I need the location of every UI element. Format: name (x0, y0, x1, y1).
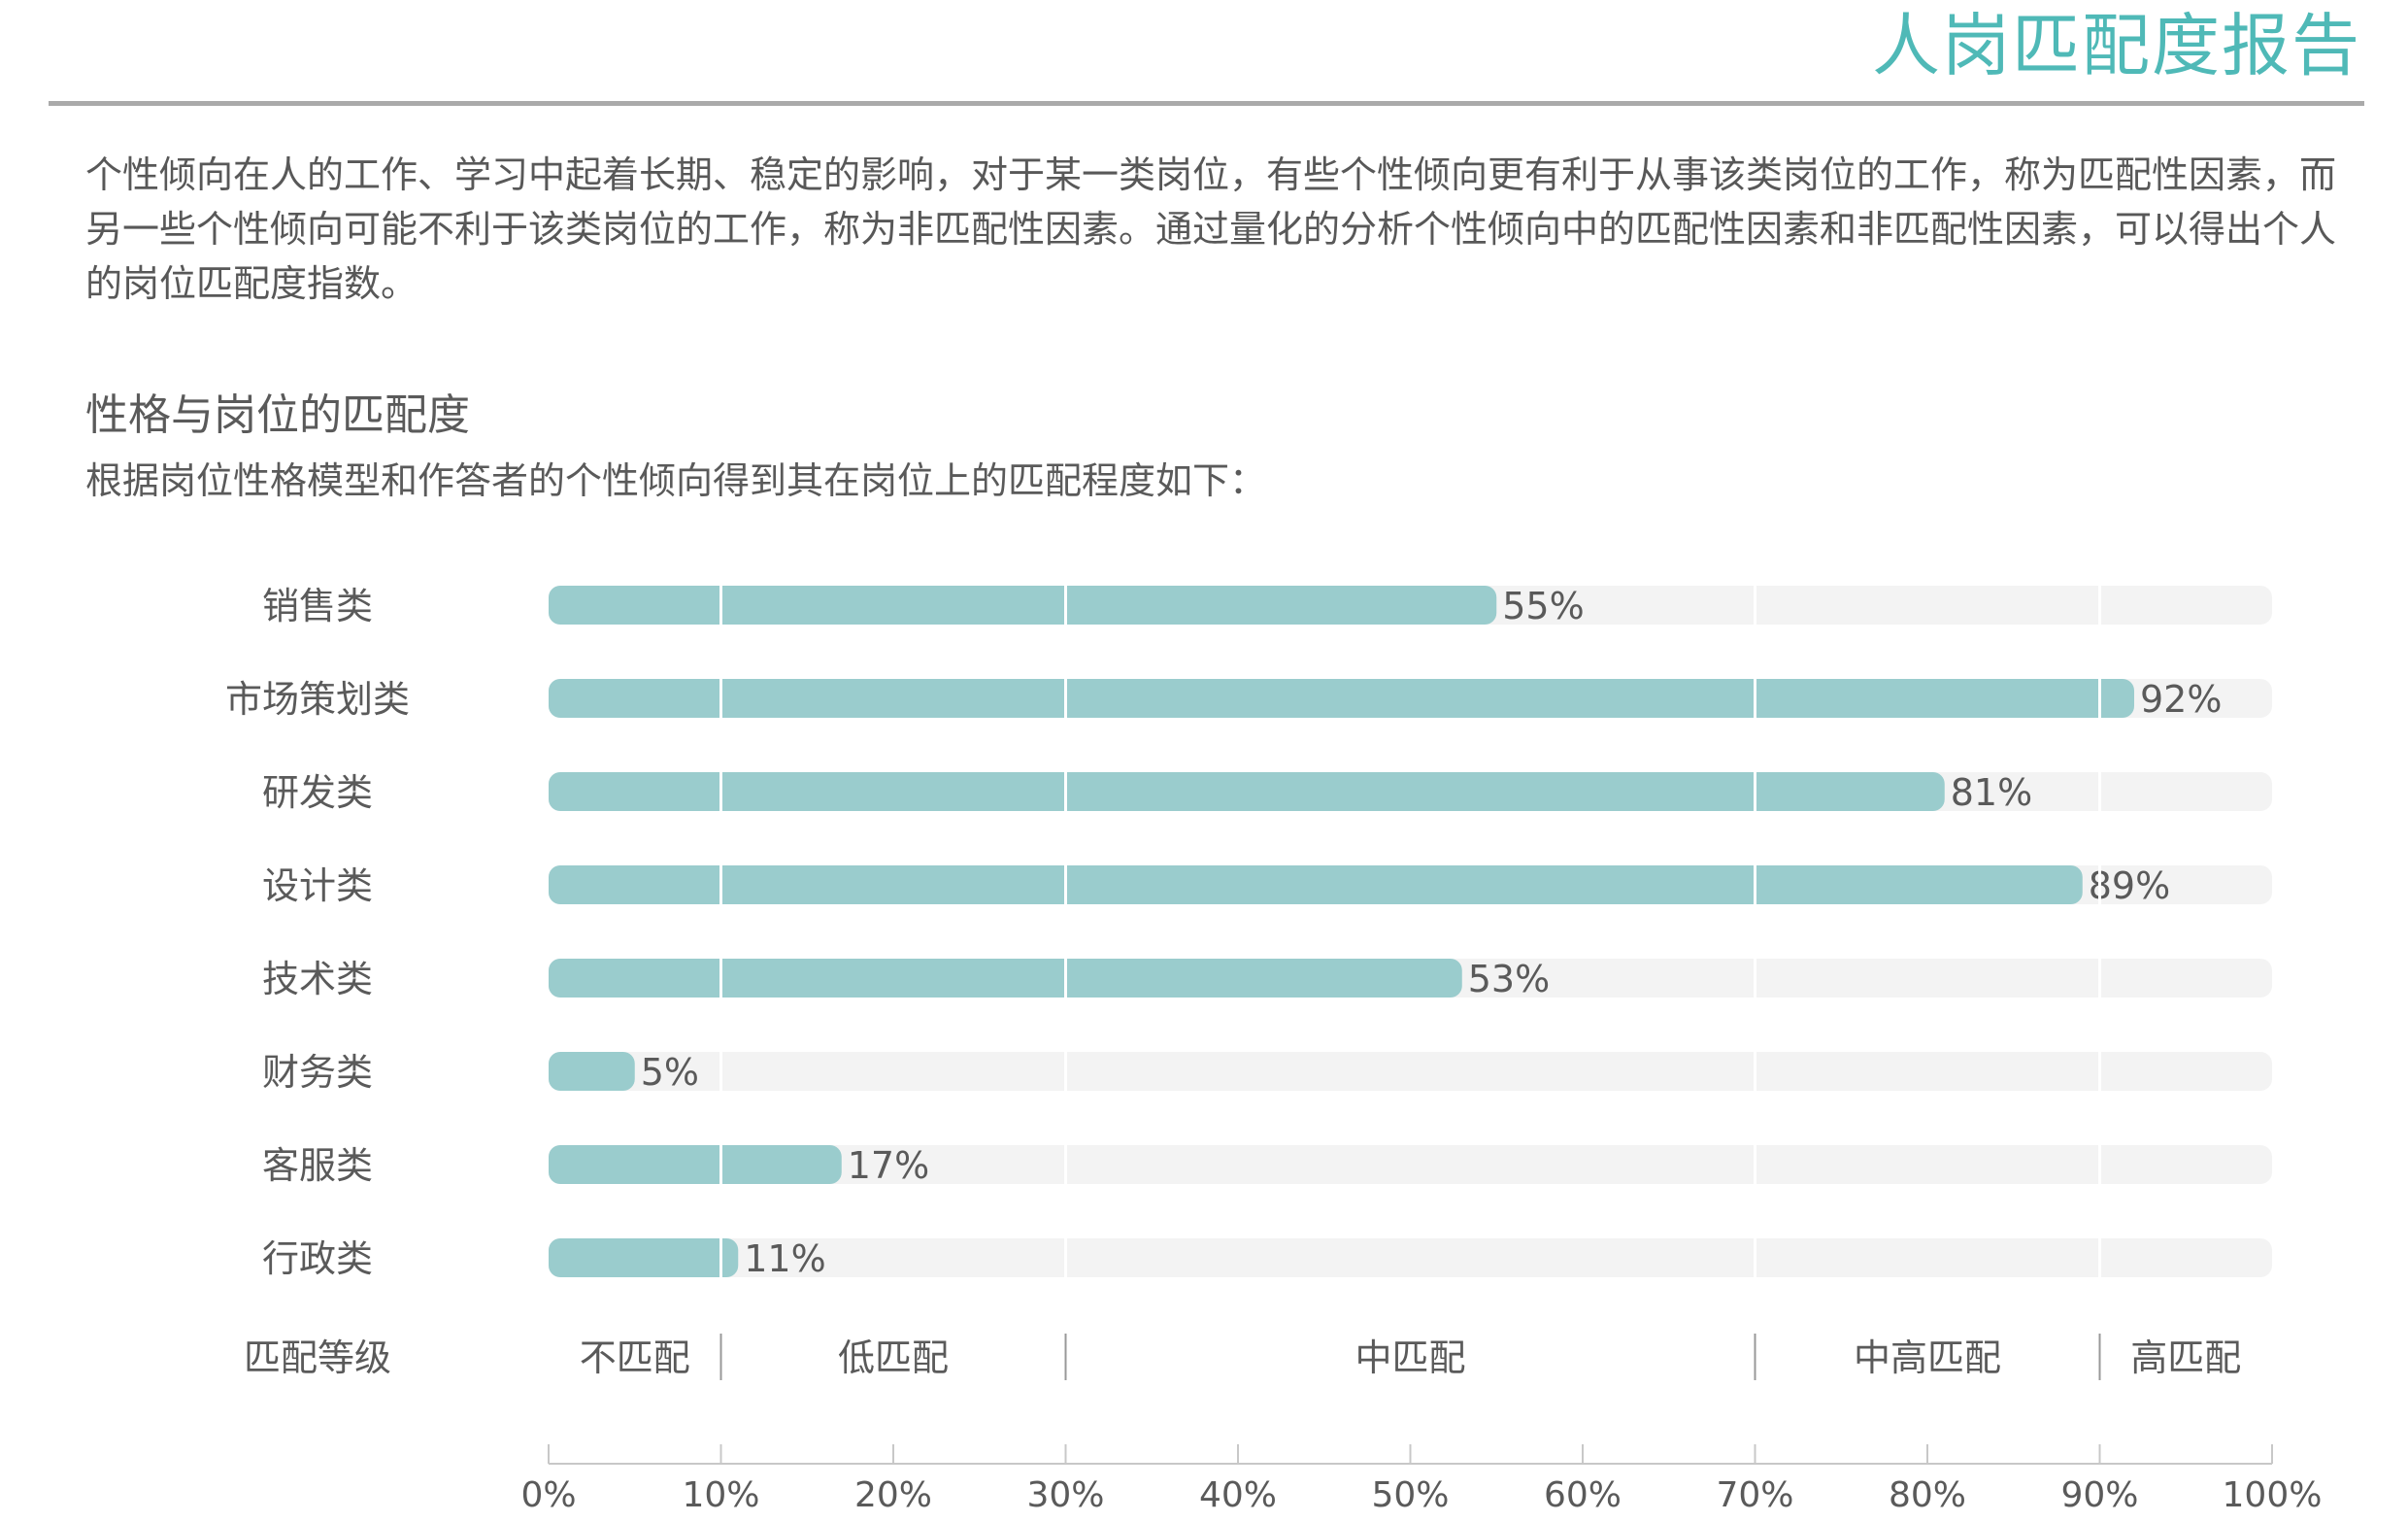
bar (549, 679, 2134, 718)
section-description: 根据岗位性格模型和作答者的个性倾向得到其在岗位上的匹配程度如下： (85, 459, 1267, 502)
title-divider (49, 101, 2364, 106)
category-label: 财务类 (262, 1051, 373, 1094)
value-label: 5% (641, 1051, 699, 1094)
band-label: 中匹配 (1354, 1336, 1465, 1379)
bar-track (549, 1052, 2272, 1091)
value-label: 17% (848, 1144, 929, 1187)
x-tick-label: 80% (1889, 1475, 1966, 1515)
band-label: 高匹配 (2130, 1336, 2241, 1379)
value-label: 53% (1468, 958, 1550, 1000)
value-label: 81% (1951, 771, 2032, 814)
x-tick-label: 30% (1026, 1475, 1104, 1515)
bar (549, 772, 1945, 811)
bar-track (549, 1145, 2272, 1184)
x-tick-label: 50% (1371, 1475, 1449, 1515)
bar (549, 1052, 635, 1091)
bar (549, 1238, 739, 1277)
category-label: 客服类 (262, 1144, 373, 1187)
band-label: 不匹配 (580, 1336, 690, 1379)
x-tick-label: 60% (1544, 1475, 1622, 1515)
bar (549, 1145, 842, 1184)
x-tick-label: 10% (682, 1475, 759, 1515)
category-label: 行政类 (262, 1237, 373, 1280)
category-label: 技术类 (262, 958, 373, 1000)
category-label: 销售类 (262, 585, 373, 627)
value-label: 92% (2140, 678, 2222, 721)
bar (549, 586, 1497, 625)
report-title: 人岗匹配度报告 (1872, 6, 2361, 85)
x-tick-label: 20% (854, 1475, 932, 1515)
section-heading: 性格与岗位的匹配度 (85, 390, 470, 440)
value-label: 55% (1502, 585, 1584, 627)
value-label: 89% (2089, 864, 2170, 907)
bar (549, 865, 2083, 904)
band-label: 中高匹配 (1854, 1336, 2001, 1379)
x-tick-label: 0% (520, 1475, 576, 1515)
x-tick-label: 90% (2060, 1475, 2138, 1515)
bar (549, 959, 1462, 998)
x-tick-label: 100% (2223, 1475, 2323, 1515)
category-label: 设计类 (262, 864, 373, 907)
intro-paragraph: 个性倾向在人的工作、学习中起着长期、稳定的影响，对于某一类岗位，有些个性倾向更有… (85, 153, 2337, 305)
bar-track (549, 1238, 2272, 1277)
band-label: 低匹配 (838, 1336, 949, 1379)
category-label: 研发类 (262, 771, 373, 814)
category-label: 市场策划类 (225, 678, 410, 721)
x-tick-label: 40% (1199, 1475, 1277, 1515)
x-tick-label: 70% (1716, 1475, 1793, 1515)
value-label: 11% (744, 1237, 825, 1280)
band-axis-label: 匹配等级 (244, 1336, 391, 1379)
